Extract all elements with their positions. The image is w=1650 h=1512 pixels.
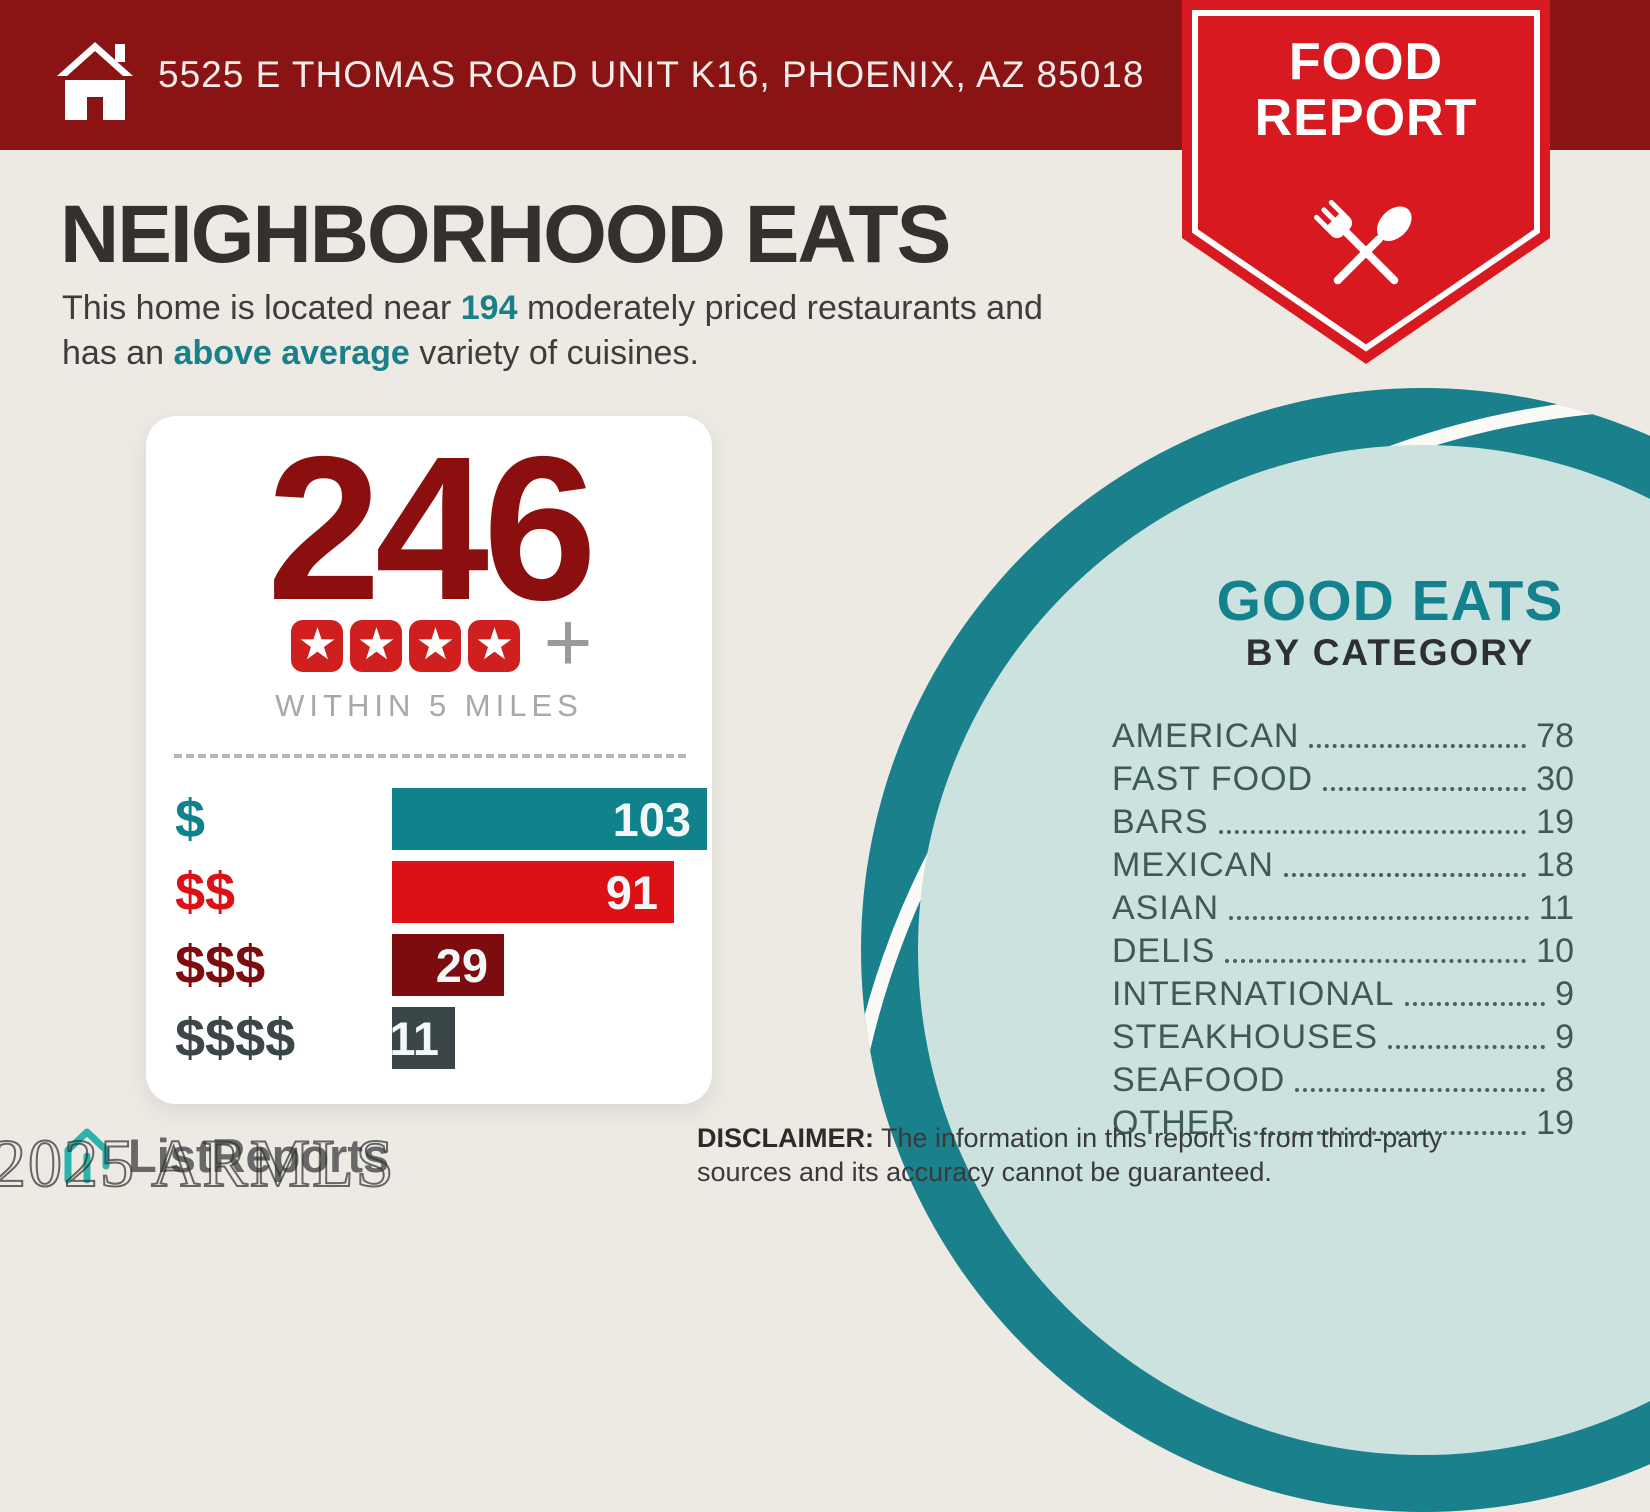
star-icon: ★ <box>409 620 462 672</box>
price-bar-row: $$ 91 <box>146 861 712 923</box>
disclaimer-text: The information in this report is from t… <box>697 1123 1443 1188</box>
category-row: OTHER 19 <box>1112 1104 1574 1142</box>
dotted-leader <box>1309 744 1527 748</box>
price-bar-value: 29 <box>435 938 488 992</box>
intro-line-2: has an above average variety of cuisines… <box>62 333 699 372</box>
category-row: SEAFOOD 8 <box>1112 1061 1574 1099</box>
ribbon-word-food: FOOD <box>1288 33 1444 91</box>
dotted-leader <box>1295 1088 1546 1092</box>
dotted-leader <box>1246 1131 1527 1135</box>
disclaimer-label: DISCLAIMER: <box>697 1123 874 1153</box>
variety-highlight: above average <box>173 333 410 372</box>
total-restaurant-count: 246 <box>266 414 597 643</box>
price-bar-row: $$$$ 11 <box>146 1007 712 1069</box>
intro-line-1: This home is located near 194 moderately… <box>62 289 1043 327</box>
dotted-leader <box>1323 787 1527 791</box>
category-row: INTERNATIONAL 9 <box>1112 975 1574 1013</box>
star-icon: ★ <box>468 620 521 672</box>
good-eats-category-list: AMERICAN 78 FAST FOOD 30 BARS 19 MEXICAN 18 … <box>1112 715 1574 1145</box>
price-bar-value: 91 <box>605 865 658 919</box>
good-eats-title: GOOD EATS <box>1216 569 1564 633</box>
listreports-wordmark: ListReports <box>128 1128 390 1182</box>
spoon-fork-icon <box>1314 200 1412 285</box>
dotted-leader <box>1225 959 1527 963</box>
category-row: ASIAN 11 <box>1112 889 1574 927</box>
food-report-ribbon: FOOD REPORT <box>1182 0 1550 372</box>
price-tier-label: $$$$ <box>175 1008 296 1068</box>
dotted-leader <box>1388 1045 1546 1049</box>
category-row: MEXICAN 18 <box>1112 846 1574 884</box>
price-bar-row: $$$ 29 <box>146 934 712 996</box>
price-tier-label: $$ <box>175 862 236 922</box>
price-bar: 91 <box>392 861 674 923</box>
price-bar-value: 103 <box>612 792 691 846</box>
category-row: BARS 19 <box>1112 803 1574 841</box>
star-icon: ★ <box>291 620 344 672</box>
price-bar: 11 <box>389 1007 455 1069</box>
category-row: STEAKHOUSES 9 <box>1112 1018 1574 1056</box>
dotted-leader <box>1404 1002 1546 1006</box>
intro-copy: This home is located near 194 moderately… <box>62 286 1122 376</box>
disclaimer: DISCLAIMER: The information in this repo… <box>697 1121 1527 1189</box>
property-address: 5525 E THOMAS ROAD UNIT K16, PHOENIX, AZ… <box>158 54 1145 95</box>
dotted-leader <box>1283 873 1527 877</box>
radius-label: WITHIN 5 MILES <box>275 688 583 723</box>
restaurant-count: 194 <box>460 289 518 327</box>
dashed-divider <box>174 754 686 758</box>
price-tier-label: $ <box>175 789 206 849</box>
price-bar: 29 <box>392 934 504 996</box>
page-title: NEIGHBORHOOD EATS <box>60 189 951 280</box>
good-eats-subtitle: BY CATEGORY <box>1245 632 1535 673</box>
price-bar-row: $ 103 <box>146 788 712 850</box>
dotted-leader <box>1229 916 1529 920</box>
price-tier-bar-chart: $ 103 $$ 91 $$$ 29 $$$$ 11 <box>146 788 712 1080</box>
listreports-logo: ListReports <box>60 1120 389 1190</box>
star-rating: ★ ★ ★ ★ + <box>146 600 712 684</box>
dotted-leader <box>1218 830 1527 834</box>
ribbon-word-report: REPORT <box>1254 89 1478 148</box>
ribbon-title: FOOD REPORT <box>1182 34 1550 146</box>
category-row: FAST FOOD 30 <box>1112 760 1574 798</box>
star-icon: ★ <box>350 620 403 672</box>
price-bar-value: 11 <box>389 1011 439 1065</box>
category-row: DELIS 10 <box>1112 932 1574 970</box>
price-bar: 103 <box>392 788 707 850</box>
plus-icon: + <box>543 595 593 689</box>
category-row: AMERICAN 78 <box>1112 717 1574 755</box>
listreports-house-icon <box>64 1128 110 1184</box>
home-icon <box>52 28 138 127</box>
restaurant-summary-card: 246 ★ ★ ★ ★ + WITHIN 5 MILES $ 103 $$ 91… <box>146 416 712 1104</box>
price-tier-label: $$$ <box>175 935 266 995</box>
